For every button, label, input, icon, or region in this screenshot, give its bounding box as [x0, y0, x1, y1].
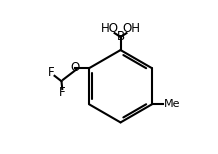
Text: F: F	[47, 66, 54, 79]
Text: F: F	[59, 86, 66, 99]
Text: Me: Me	[164, 99, 180, 109]
Text: HO: HO	[101, 22, 119, 35]
Text: O: O	[70, 61, 79, 74]
Text: B: B	[116, 30, 125, 43]
Text: OH: OH	[122, 22, 140, 35]
